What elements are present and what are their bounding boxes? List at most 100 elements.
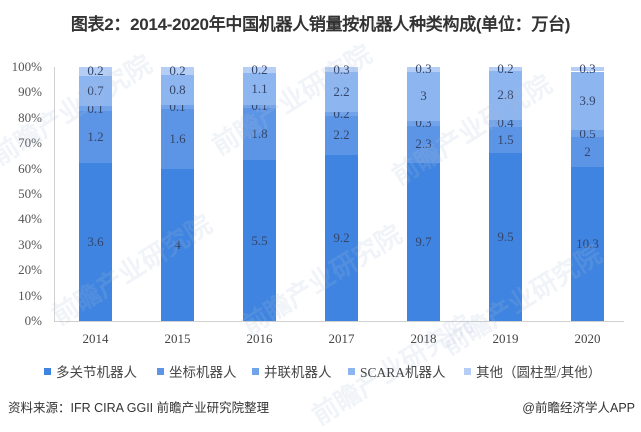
y-tick-label: 70% xyxy=(18,135,42,151)
legend-swatch-icon xyxy=(157,367,164,375)
bar-segment xyxy=(489,119,522,127)
bar-segment xyxy=(243,72,276,105)
bar-segment xyxy=(571,129,604,138)
data-label: 0.3 xyxy=(415,61,432,77)
credit-note: @前瞻经济学人APP xyxy=(522,401,635,415)
legend-swatch-icon xyxy=(44,367,51,375)
y-tick-label: 30% xyxy=(18,236,42,252)
bar-2015: 4 1.6 0.1 0.8 0.2 xyxy=(161,63,194,321)
bar-segment xyxy=(489,126,522,154)
bar-segment xyxy=(325,115,358,156)
data-label: 0.8 xyxy=(169,81,186,97)
data-label: 0.2 xyxy=(87,63,104,79)
data-label: 3.6 xyxy=(87,234,104,250)
x-tick-label: 2015 xyxy=(164,331,191,346)
legend-item: 并联机器人 xyxy=(252,362,332,380)
data-label: 4 xyxy=(174,237,181,253)
legend-item: 坐标机器人 xyxy=(157,362,237,380)
bar-segment xyxy=(571,137,604,168)
bar-2020: 10.3 2 0.5 3.9 0.3 xyxy=(571,62,604,321)
bar-segment xyxy=(489,67,522,71)
bar-segment xyxy=(489,70,522,120)
bar-2014: 3.6 1.2 0.1 0.7 0.2 xyxy=(79,63,112,321)
bar-segment xyxy=(325,67,358,73)
y-tick-label: 60% xyxy=(18,160,42,176)
data-label: 1.8 xyxy=(251,126,268,142)
bar-segment xyxy=(79,106,112,111)
legend: 多关节机器人 坐标机器人 并联机器人 SCARA机器人 其他（圆柱型/其他） xyxy=(0,362,641,380)
legend-item: SCARA机器人 xyxy=(348,362,446,380)
y-tick-label: 0% xyxy=(24,313,42,328)
bar-segment xyxy=(79,67,112,76)
source-note: 资料来源：IFR CIRA GGII 前瞻产业研究院整理 xyxy=(8,401,270,415)
legend-label: 其他（圆柱型/其他） xyxy=(476,365,602,380)
bar-segment xyxy=(79,163,112,321)
bar-segment xyxy=(325,155,358,321)
bar-segment xyxy=(243,67,276,73)
bar-segment xyxy=(325,112,358,116)
legend-item: 其他（圆柱型/其他） xyxy=(464,362,601,380)
data-label: 9.5 xyxy=(497,229,514,245)
x-tick-label: 2018 xyxy=(410,331,437,346)
data-label: 0.3 xyxy=(579,61,596,77)
legend-label: 并联机器人 xyxy=(264,365,332,380)
legend-label: 坐标机器人 xyxy=(169,365,237,380)
data-label: 0.7 xyxy=(87,83,104,99)
bar-segment xyxy=(325,72,358,113)
bar-segment xyxy=(79,110,112,164)
y-tick-label: 80% xyxy=(18,109,42,125)
bar-segment xyxy=(243,160,276,321)
data-label: 0.2 xyxy=(497,60,514,76)
data-label: 2 xyxy=(584,144,591,160)
x-tick-label: 2014 xyxy=(82,331,109,346)
y-tick-label: 100% xyxy=(11,59,42,74)
data-label: 2.2 xyxy=(333,84,350,100)
bar-segment xyxy=(407,71,440,121)
chart-title: 图表2：2014-2020年中国机器人销量按机器人种类构成(单位：万台) xyxy=(70,15,571,34)
y-axis-line xyxy=(54,67,55,321)
data-label: 3 xyxy=(420,88,427,104)
data-label: 5.5 xyxy=(251,232,268,248)
bar-2017: 9.2 2.2 0.2 2.2 0.3 xyxy=(325,62,358,321)
bar-segment xyxy=(571,67,604,72)
bar-segment xyxy=(161,108,194,170)
bar-segment xyxy=(571,71,604,130)
data-label: 1.1 xyxy=(251,80,268,96)
bar-2019: 9.5 1.5 0.4 2.8 0.2 xyxy=(489,61,522,321)
data-label: 9.2 xyxy=(333,230,350,246)
bar-2018: 9.7 2.3 0.3 3 0.3 xyxy=(407,62,440,321)
bar-segment xyxy=(161,169,194,321)
legend-label: SCARA机器人 xyxy=(360,365,446,380)
y-tick-label: 50% xyxy=(18,186,42,201)
x-tick-label: 2017 xyxy=(328,331,355,346)
data-label: 0.3 xyxy=(333,61,350,77)
legend-label: 多关节机器人 xyxy=(56,365,137,380)
bar-segment xyxy=(407,163,440,321)
data-label: 1.5 xyxy=(497,132,514,148)
bar-segment xyxy=(243,107,276,161)
legend-swatch-icon xyxy=(464,367,471,375)
data-label: 9.7 xyxy=(415,234,432,250)
data-label: 2.8 xyxy=(497,87,514,103)
bar-segment xyxy=(79,75,112,107)
x-tick-label: 2016 xyxy=(246,331,273,346)
legend-swatch-icon xyxy=(348,367,355,375)
data-label: 2.3 xyxy=(415,136,432,152)
data-label: 0.2 xyxy=(251,61,268,77)
bar-segment xyxy=(407,67,440,72)
legend-swatch-icon xyxy=(252,367,259,375)
bar-segment xyxy=(243,104,276,108)
y-tick-label: 90% xyxy=(18,84,42,100)
y-tick-label: 20% xyxy=(18,262,42,278)
data-label: 3.9 xyxy=(579,92,596,108)
bar-segment xyxy=(407,120,440,126)
bar-segment xyxy=(407,125,440,164)
legend-item: 多关节机器人 xyxy=(44,362,137,380)
y-tick-label: 10% xyxy=(18,287,42,303)
data-label: 10.3 xyxy=(576,236,599,252)
x-tick-label: 2019 xyxy=(492,331,519,346)
bar-segment xyxy=(489,153,522,321)
data-label: 1.2 xyxy=(87,129,104,145)
y-tick-label: 40% xyxy=(18,211,42,227)
